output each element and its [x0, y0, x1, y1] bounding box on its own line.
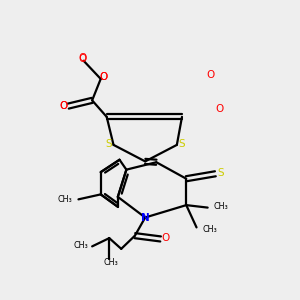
Text: O: O [99, 72, 107, 82]
Text: N: N [141, 213, 150, 223]
Text: CH₃: CH₃ [103, 258, 118, 267]
Text: S: S [178, 140, 185, 149]
Text: O: O [161, 233, 169, 243]
Text: CH₃: CH₃ [213, 202, 228, 211]
Text: O: O [78, 54, 87, 64]
Text: S: S [106, 140, 112, 149]
Text: O: O [206, 70, 214, 80]
Text: O: O [99, 72, 108, 82]
Text: CH₃: CH₃ [58, 195, 73, 204]
Text: O: O [59, 101, 67, 111]
Text: O: O [78, 52, 87, 62]
Text: O: O [59, 101, 67, 111]
Text: S: S [218, 168, 224, 178]
Text: CH₃: CH₃ [202, 225, 217, 234]
Text: CH₃: CH₃ [73, 241, 88, 250]
Text: O: O [215, 103, 223, 114]
